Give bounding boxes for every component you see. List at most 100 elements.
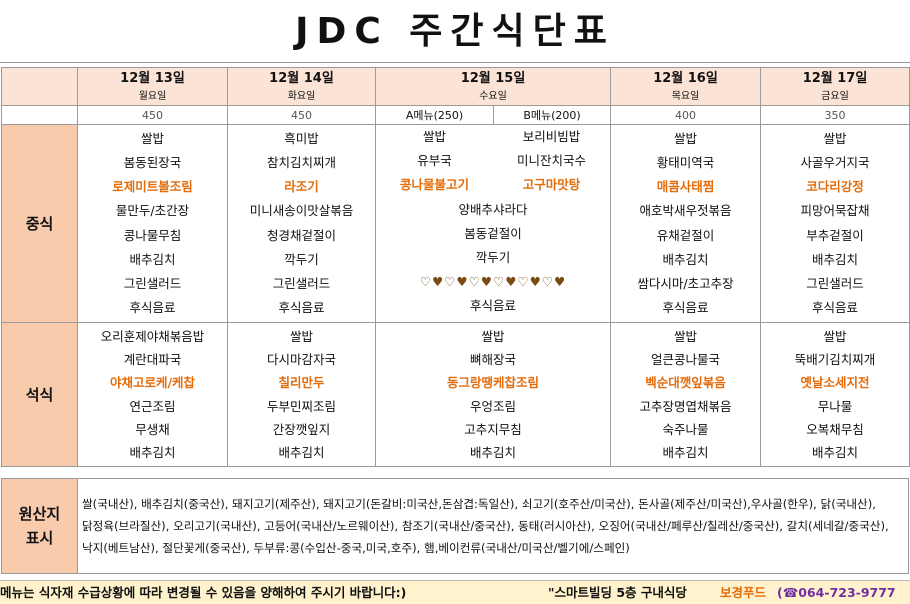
dinner-tue: 쌀밥 다시마감자국 칠리만두 두부민찌조림 간장깻잎지 배추김치 [227,322,376,467]
hearts-decoration: ♡♥♡♥♡♥♡♥♡♥♡♥ [419,274,567,290]
dinner-fri: 쌀밥 뚝배기김치찌개 옛날소세지전 무나물 오복채무침 배추김치 [760,322,910,467]
menu-item: 뚝배기김치찌개 [794,352,876,368]
day-weekday: 월요일 [138,90,167,102]
menu-item: 배추김치 [129,444,176,460]
menu-item: 간장깻잎지 [272,421,331,437]
day-date: 12월 16일 [653,70,718,86]
menu-item: 그린샐러드 [272,275,331,291]
menu-item-highlight: 매콤사태찜 [656,179,715,195]
menu-item: 얼큰콩나물국 [651,352,721,368]
menu-item: 배추김치 [662,444,709,460]
wed-split-row: 쌀밥 보리비빔밥 [377,126,610,150]
menu-item: 피망어묵잡채 [800,203,870,219]
count-thu: 400 [610,105,762,125]
day-header-tue: 12월 14일 화요일 [227,67,376,106]
footer-bar: 메뉴는 식자재 수급상황에 따라 변경될 수 있음을 양해하여 주시기 바랍니다… [0,580,910,604]
dinner-row: 석식 오리훈제야채볶음밥 계란대파국 야채고로케/케찹 연근조림 무생채 배추김… [1,322,910,467]
origin-label-line1: 원산지 [18,505,61,523]
menu-item: 부추겉절이 [806,227,864,243]
menu-item-a: 유부국 [417,153,452,169]
title-divider [0,62,910,63]
menu-item: 쌀밥 [481,328,505,344]
lunch-wed: 쌀밥 보리비빔밥 유부국 미니잔치국수 콩나물불고기 고구마맛탕 양배추샤라다 … [374,124,612,323]
count-mon: 450 [77,105,228,125]
footer-brand: 보경푸드 [720,585,767,600]
menu-item-b: 미니잔치국수 [516,153,586,169]
day-header-fri: 12월 17일 금요일 [760,67,910,106]
dinner-thu: 쌀밥 얼큰콩나물국 벡순대깻잎볶음 고추장명엽채볶음 숙주나물 배추김치 [610,322,762,467]
count-corner [1,105,78,125]
menu-item: 청경채겉절이 [266,227,336,243]
menu-item: 사골우거지국 [800,154,870,170]
menu-item: 양배추샤라다 [458,201,528,217]
menu-item: 배추김치 [812,444,859,460]
menu-item-highlight: 야채고로케/케찹 [109,375,196,391]
menu-item: 후식음료 [278,300,325,316]
menu-item: 두부민찌조림 [266,398,336,414]
day-date: 12월 13일 [120,70,185,86]
menu-item: 황태미역국 [656,154,715,170]
lunch-mon: 쌀밥 봄동된장국 로제미트볼조림 물만두/초간장 콩나물무침 배추김치 그린샐러… [77,124,228,323]
menu-item: 쌀밥 [823,328,847,344]
menu-item-a: 쌀밥 [422,129,446,144]
footer-phone: (☎064-723-9777 [777,585,896,600]
menu-item: 후식음료 [812,300,859,316]
wed-split-row: 콩나물불고기 고구마맛탕 [377,173,610,197]
menu-item: 배추김치 [278,444,325,460]
count-row: 450 450 A메뉴(250) B메뉴(200) 400 350 [1,105,910,125]
menu-item: 깍두기 [284,251,319,267]
menu-item: 오리훈제야채볶음밥 [100,328,205,344]
menu-item: 그린샐러드 [123,275,182,291]
lunch-tue: 흑미밥 참치김치찌개 라조기 미니새송이맛살볶음 청경채겉절이 깍두기 그린샐러… [227,124,376,323]
menu-item: 봄동겉절이 [464,225,522,241]
menu-item: 무나물 [817,398,853,414]
header-row: 12월 13일 월요일 12월 14일 화요일 12월 15일 수요일 12월 … [1,67,910,106]
menu-item: 고추장명엽채볶음 [639,398,732,414]
origin-text: 쌀(국내산), 배추김치(중국산), 돼지고기(제주산), 돼지고기(돈갈비:미… [77,478,909,574]
menu-item: 배추김치 [129,251,176,267]
menu-item-a-highlight: 콩나물불고기 [399,177,469,193]
day-header-thu: 12월 16일 목요일 [610,67,762,106]
day-header-mon: 12월 13일 월요일 [77,67,228,106]
corner-cell [1,67,78,106]
day-date: 12월 15일 [460,70,526,86]
menu-item: 숙주나물 [662,421,709,437]
lunch-row: 중식 쌀밥 봄동된장국 로제미트볼조림 물만두/초간장 콩나물무침 배추김치 그… [1,124,910,323]
menu-item-highlight: 로제미트볼조림 [112,179,193,195]
menu-item: 쌀밥 [289,328,313,344]
menu-item: 쌀밥 [140,130,164,146]
day-weekday: 목요일 [671,90,700,102]
lunch-thu: 쌀밥 황태미역국 매콤사태찜 애호박새우젓볶음 유채겉절이 배추김치 쌈다시마/… [610,124,762,323]
menu-item-highlight: 라조기 [284,179,319,195]
menu-item-highlight: 코다리강정 [806,179,864,195]
menu-item: 봄동된장국 [123,154,182,170]
lunch-fri: 쌀밥 사골우거지국 코다리강정 피망어묵잡채 부추겉절이 배추김치 그린샐러드 … [760,124,910,323]
day-weekday: 화요일 [287,90,316,102]
menu-item: 오복채무침 [806,421,864,437]
count-wed-a: A메뉴(250) [375,105,494,125]
day-header-wed: 12월 15일 수요일 [374,67,612,106]
menu-item: 미니새송이맛살볶음 [249,203,354,219]
origin-label-line2: 표시 [25,529,54,547]
menu-item: 흑미밥 [284,130,319,146]
menu-item-b-highlight: 고구마맛탕 [522,177,581,193]
menu-item: 물만두/초간장 [115,203,190,219]
menu-item-highlight: 벡순대깻잎볶음 [645,375,726,391]
dinner-label: 석식 [1,322,78,467]
page-title: JDC 주간식단표 [295,11,615,52]
menu-item-highlight: 옛날소세지전 [800,375,870,391]
count-wed-b: B메뉴(200) [492,105,612,125]
menu-item: 후식음료 [662,300,709,316]
menu-item: 고추지무침 [464,421,522,437]
menu-item: 유채겉절이 [656,227,715,243]
menu-item: 콩나물무침 [123,227,182,243]
origin-label: 원산지 표시 [1,478,78,574]
menu-item: 그린샐러드 [806,275,864,291]
menu-item: 깍두기 [475,249,511,265]
menu-item: 무생채 [135,421,170,437]
menu-item: 쌀밥 [823,130,847,146]
menu-item-highlight: 동그랑땡케찹조림 [447,375,540,391]
day-date: 12월 14일 [269,70,334,86]
menu-item: 참치김치찌개 [266,154,336,170]
menu-item: 배추김치 [812,251,859,267]
